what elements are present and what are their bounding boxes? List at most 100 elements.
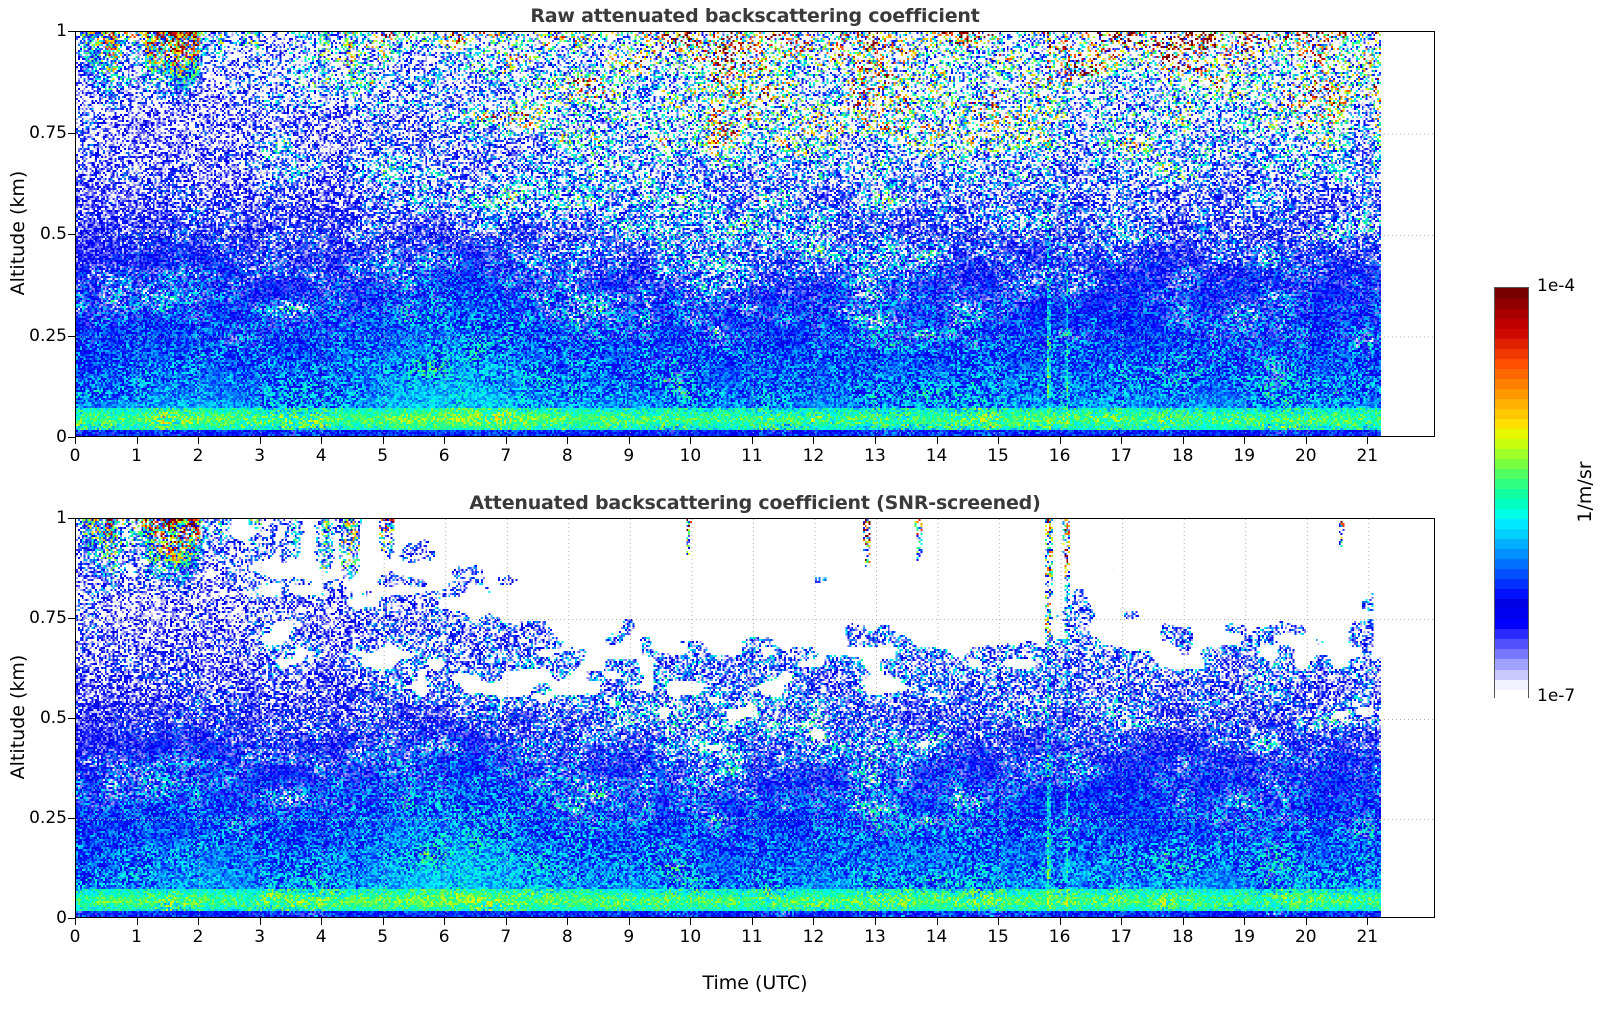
x-tick-label: 2 (192, 446, 204, 466)
colorbar-segment (1495, 318, 1528, 329)
x-tick (1121, 918, 1123, 925)
x-tick (136, 437, 138, 444)
x-tick (259, 437, 261, 444)
x-tick (690, 918, 692, 925)
x-tick (567, 918, 569, 925)
x-tick (628, 918, 630, 925)
x-tick-label: 4 (315, 446, 327, 466)
panel-title-raw: Raw attenuated backscattering coefficien… (530, 5, 980, 27)
colorbar-segment (1495, 468, 1528, 480)
x-tick-label: 0 (69, 927, 81, 947)
x-tick (136, 918, 138, 925)
panel-title-screened: Attenuated backscattering coefficient (S… (469, 492, 1041, 514)
x-tick-label: 1 (131, 446, 142, 466)
y-tick (68, 335, 75, 337)
colorbar-segment (1495, 518, 1528, 530)
x-tick (1244, 918, 1246, 925)
y-tick (68, 618, 75, 619)
x-tick (875, 437, 876, 444)
colorbar-segment (1495, 488, 1528, 500)
x-tick-label: 12 (802, 927, 825, 947)
y-tick (68, 918, 75, 919)
x-tick-label: 1 (131, 927, 142, 947)
colorbar-segment (1495, 578, 1528, 590)
x-tick (875, 918, 876, 925)
x-tick (321, 918, 323, 925)
colorbar-segment (1495, 498, 1528, 510)
x-tick-label: 10 (679, 927, 702, 947)
colorbar-segment (1495, 688, 1528, 700)
colorbar-segment (1495, 568, 1528, 580)
x-tick (198, 918, 200, 925)
x-tick-label: 16 (1048, 446, 1071, 466)
colorbar-segment (1495, 648, 1528, 660)
x-tick (936, 437, 938, 444)
x-tick (1059, 918, 1061, 925)
x-tick-label: 4 (315, 927, 327, 947)
x-tick (505, 437, 507, 444)
x-tick (936, 918, 938, 925)
x-tick-label: 11 (741, 446, 763, 466)
x-tick (998, 918, 1000, 925)
y-tick (68, 234, 75, 235)
x-tick-label: 10 (679, 446, 702, 466)
colorbar-segment (1495, 398, 1528, 409)
heatmap-raw (76, 32, 1381, 436)
colorbar-segment (1495, 678, 1528, 690)
x-tick-label: 17 (1110, 927, 1132, 947)
x-tick-label: 8 (561, 446, 573, 466)
y-tick-label: 0.5 (39, 224, 67, 244)
x-tick-label: 14 (925, 927, 948, 947)
colorbar-segment (1495, 368, 1528, 379)
colorbar-segment (1495, 638, 1528, 650)
x-tick (382, 437, 384, 444)
x-tick-label: 0 (69, 446, 81, 466)
y-tick-label: 0 (56, 427, 67, 447)
colorbar-segment (1495, 668, 1528, 680)
x-tick (1059, 437, 1061, 444)
x-tick-label: 20 (1294, 446, 1317, 466)
colorbar-segment (1495, 438, 1528, 449)
x-tick-label: 13 (864, 446, 886, 466)
x-axis-label: Time (UTC) (702, 972, 808, 994)
x-tick (444, 918, 446, 925)
heatmap-screened (76, 519, 1381, 917)
x-tick (751, 918, 753, 925)
colorbar-segment (1495, 408, 1528, 419)
x-tick (1182, 437, 1184, 444)
x-tick-label: 14 (925, 446, 948, 466)
y-tick-label: 1 (56, 21, 67, 41)
x-tick-label: 6 (438, 927, 450, 947)
y-tick-label: 0.75 (29, 122, 67, 143)
x-tick-label: 3 (254, 927, 266, 947)
x-tick (998, 437, 1000, 444)
x-tick-label: 18 (1171, 927, 1194, 947)
x-tick-label: 11 (741, 927, 763, 947)
colorbar-label: 1/m/sr (1574, 460, 1596, 523)
colorbar-segment (1495, 628, 1528, 640)
x-tick (75, 437, 76, 444)
colorbar-segment (1495, 618, 1528, 630)
colorbar-segment (1495, 348, 1528, 359)
colorbar-max-label: 1e-4 (1537, 276, 1576, 296)
colorbar-segment (1495, 338, 1528, 349)
colorbar-segment (1495, 298, 1528, 309)
x-tick-label: 16 (1048, 927, 1071, 947)
y-tick-label: 0.5 (39, 708, 67, 728)
x-tick-label: 8 (561, 927, 573, 947)
x-tick (75, 918, 76, 925)
colorbar-segment (1495, 598, 1528, 610)
x-tick (751, 437, 753, 444)
x-tick-label: 5 (377, 446, 389, 466)
x-tick (1305, 918, 1307, 925)
colorbar-segment (1495, 428, 1528, 439)
y-tick (68, 818, 75, 819)
x-tick-label: 19 (1233, 446, 1256, 466)
colorbar-segment (1495, 508, 1528, 520)
y-tick (68, 437, 75, 438)
x-tick (382, 918, 384, 925)
x-tick-label: 9 (623, 927, 635, 947)
x-tick (1182, 918, 1184, 925)
colorbar-segment (1495, 448, 1528, 459)
